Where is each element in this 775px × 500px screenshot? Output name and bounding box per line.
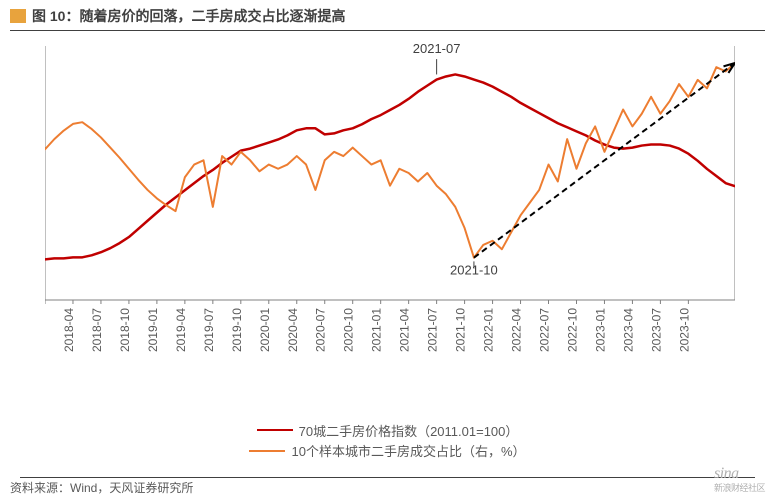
svg-text:2021-07: 2021-07 — [413, 41, 461, 56]
source-text: 资料来源：Wind，天风证券研究所 — [10, 479, 193, 496]
chart-title-bar: 图 10：随着房价的回落，二手房成交占比逐渐提高 — [0, 0, 775, 30]
svg-text:2023-01: 2023-01 — [593, 308, 607, 352]
legend-label-1: 70城二手房价格指数（2011.01=100） — [299, 421, 519, 440]
legend-swatch-2 — [249, 450, 285, 452]
figure-container: 图 10：随着房价的回落，二手房成交占比逐渐提高 110115120125130… — [0, 0, 775, 500]
watermark: sina 新浪财经社区 — [714, 465, 765, 494]
svg-text:2018-01: 2018-01 — [45, 308, 48, 352]
svg-text:2019-07: 2019-07 — [202, 308, 216, 352]
svg-text:2019-10: 2019-10 — [230, 308, 244, 352]
svg-text:2019-01: 2019-01 — [146, 308, 160, 352]
svg-text:2021-07: 2021-07 — [426, 308, 440, 352]
svg-text:2018-04: 2018-04 — [62, 308, 76, 352]
svg-text:2018-10: 2018-10 — [118, 308, 132, 352]
svg-text:2020-04: 2020-04 — [286, 308, 300, 352]
svg-text:2022-10: 2022-10 — [565, 308, 579, 352]
svg-text:2023-04: 2023-04 — [621, 308, 635, 352]
svg-text:2022-04: 2022-04 — [510, 308, 524, 352]
svg-text:2023-10: 2023-10 — [677, 308, 691, 352]
legend: 70城二手房价格指数（2011.01=100） 10个样本城市二手房成交占比（右… — [0, 419, 775, 460]
svg-text:2020-07: 2020-07 — [314, 308, 328, 352]
svg-text:2018-07: 2018-07 — [90, 308, 104, 352]
legend-item-2: 10个样本城市二手房成交占比（右，%） — [249, 441, 525, 460]
svg-text:2021-10: 2021-10 — [454, 308, 468, 352]
title-divider — [10, 30, 765, 31]
watermark-sub: 新浪财经社区 — [714, 481, 765, 494]
svg-text:2020-01: 2020-01 — [258, 308, 272, 352]
title-accent-rect — [10, 9, 26, 23]
watermark-brand: sina — [714, 465, 739, 482]
source-divider — [20, 477, 755, 478]
svg-text:2021-01: 2021-01 — [370, 308, 384, 352]
chart-title: 图 10：随着房价的回落，二手房成交占比逐渐提高 — [32, 6, 345, 26]
chart-plot: 11011512012513013520%25%30%35%40%45%50%2… — [45, 40, 735, 410]
svg-text:2023-07: 2023-07 — [649, 308, 663, 352]
svg-text:2022-01: 2022-01 — [482, 308, 496, 352]
legend-item-1: 70城二手房价格指数（2011.01=100） — [257, 421, 519, 440]
legend-label-2: 10个样本城市二手房成交占比（右，%） — [291, 441, 525, 460]
svg-text:2021-10: 2021-10 — [450, 263, 498, 278]
svg-text:2019-04: 2019-04 — [174, 308, 188, 352]
svg-text:2022-07: 2022-07 — [538, 308, 552, 352]
legend-swatch-1 — [257, 429, 293, 431]
svg-text:2020-10: 2020-10 — [342, 308, 356, 352]
svg-text:2021-04: 2021-04 — [398, 308, 412, 352]
